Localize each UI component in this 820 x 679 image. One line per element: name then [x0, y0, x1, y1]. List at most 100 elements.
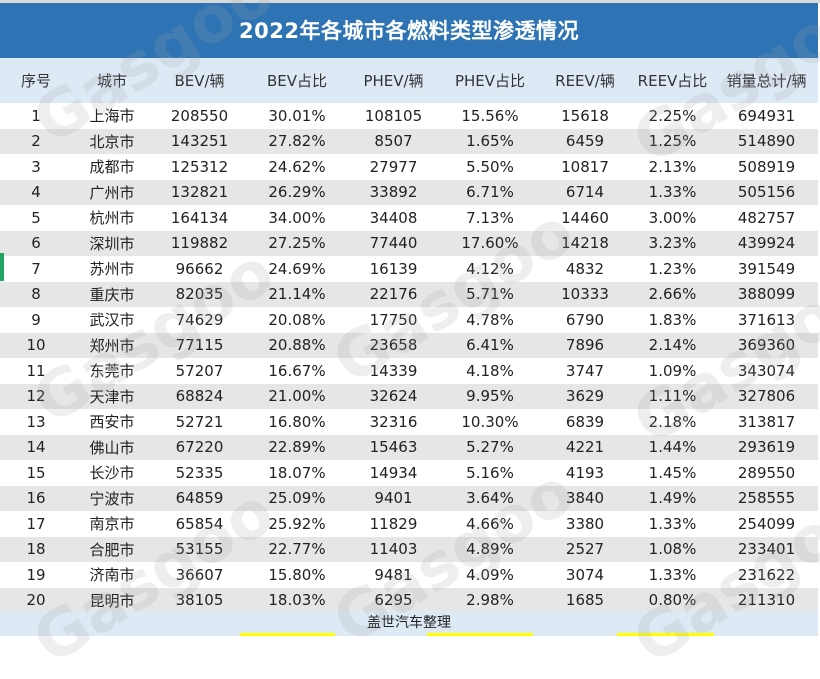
- table-cell[interactable]: 125312: [152, 154, 247, 180]
- table-cell[interactable]: 14: [0, 434, 72, 460]
- table-cell[interactable]: 11: [0, 358, 72, 384]
- table-cell[interactable]: 7: [0, 256, 72, 282]
- table-cell[interactable]: 482757: [715, 205, 818, 231]
- table-cell[interactable]: 17750: [347, 307, 440, 333]
- table-cell[interactable]: 15618: [540, 103, 630, 129]
- table-cell[interactable]: 289550: [715, 460, 818, 486]
- table-cell[interactable]: 16: [0, 485, 72, 511]
- table-cell[interactable]: 119882: [152, 230, 247, 256]
- table-cell[interactable]: 15463: [347, 434, 440, 460]
- table-cell[interactable]: 439924: [715, 230, 818, 256]
- table-cell[interactable]: 694931: [715, 103, 818, 129]
- table-cell[interactable]: 东莞市: [72, 358, 152, 384]
- table-cell[interactable]: 82035: [152, 281, 247, 307]
- table-cell[interactable]: 3: [0, 154, 72, 180]
- table-cell[interactable]: 4221: [540, 434, 630, 460]
- table-cell[interactable]: 9401: [347, 485, 440, 511]
- table-cell[interactable]: 6714: [540, 179, 630, 205]
- table-cell[interactable]: 上海市: [72, 103, 152, 129]
- table-cell[interactable]: 21.00%: [247, 383, 347, 409]
- table-cell[interactable]: 293619: [715, 434, 818, 460]
- table-cell[interactable]: 15.56%: [440, 103, 540, 129]
- table-cell[interactable]: 天津市: [72, 383, 152, 409]
- table-cell[interactable]: 52721: [152, 409, 247, 435]
- table-cell[interactable]: 10333: [540, 281, 630, 307]
- table-cell[interactable]: 7896: [540, 332, 630, 358]
- table-cell[interactable]: 254099: [715, 511, 818, 537]
- table-cell[interactable]: 38105: [152, 587, 247, 613]
- table-cell[interactable]: 10.30%: [440, 409, 540, 435]
- table-cell[interactable]: 长沙市: [72, 460, 152, 486]
- table-cell[interactable]: 233401: [715, 536, 818, 562]
- table-cell[interactable]: 11829: [347, 511, 440, 537]
- table-cell[interactable]: 9481: [347, 562, 440, 588]
- table-cell[interactable]: 20.88%: [247, 332, 347, 358]
- table-cell[interactable]: 4193: [540, 460, 630, 486]
- table-cell[interactable]: 17: [0, 511, 72, 537]
- table-cell[interactable]: 5.27%: [440, 434, 540, 460]
- table-cell[interactable]: 武汉市: [72, 307, 152, 333]
- table-cell[interactable]: 371613: [715, 307, 818, 333]
- table-cell[interactable]: 18.07%: [247, 460, 347, 486]
- table-cell[interactable]: 合肥市: [72, 536, 152, 562]
- table-cell[interactable]: 15: [0, 460, 72, 486]
- table-cell[interactable]: 1.09%: [630, 358, 715, 384]
- table-cell[interactable]: 20.08%: [247, 307, 347, 333]
- table-cell[interactable]: 388099: [715, 281, 818, 307]
- table-cell[interactable]: 16139: [347, 256, 440, 282]
- table-cell[interactable]: 3.64%: [440, 485, 540, 511]
- table-cell[interactable]: 0.80%: [630, 587, 715, 613]
- table-cell[interactable]: 65854: [152, 511, 247, 537]
- table-cell[interactable]: 6839: [540, 409, 630, 435]
- table-cell[interactable]: 杭州市: [72, 205, 152, 231]
- table-cell[interactable]: 25.09%: [247, 485, 347, 511]
- table-cell[interactable]: 5.50%: [440, 154, 540, 180]
- table-cell[interactable]: 2.25%: [630, 103, 715, 129]
- table-cell[interactable]: 64859: [152, 485, 247, 511]
- table-cell[interactable]: 74629: [152, 307, 247, 333]
- table-cell[interactable]: 10817: [540, 154, 630, 180]
- table-cell[interactable]: 18.03%: [247, 587, 347, 613]
- table-cell[interactable]: 68824: [152, 383, 247, 409]
- table-cell[interactable]: 143251: [152, 128, 247, 154]
- table-cell[interactable]: 10: [0, 332, 72, 358]
- table-cell[interactable]: 3074: [540, 562, 630, 588]
- table-cell[interactable]: 34.00%: [247, 205, 347, 231]
- table-cell[interactable]: 22176: [347, 281, 440, 307]
- table-cell[interactable]: 苏州市: [72, 256, 152, 282]
- table-cell[interactable]: 1.23%: [630, 256, 715, 282]
- table-cell[interactable]: 22.77%: [247, 536, 347, 562]
- table-cell[interactable]: 52335: [152, 460, 247, 486]
- table-cell[interactable]: 6459: [540, 128, 630, 154]
- table-cell[interactable]: 23658: [347, 332, 440, 358]
- table-cell[interactable]: 4.66%: [440, 511, 540, 537]
- table-cell[interactable]: 1.08%: [630, 536, 715, 562]
- table-cell[interactable]: 24.69%: [247, 256, 347, 282]
- table-cell[interactable]: 8507: [347, 128, 440, 154]
- table-cell[interactable]: 昆明市: [72, 587, 152, 613]
- table-cell[interactable]: 6: [0, 230, 72, 256]
- table-cell[interactable]: 2.18%: [630, 409, 715, 435]
- table-cell[interactable]: 231622: [715, 562, 818, 588]
- table-cell[interactable]: 6.71%: [440, 179, 540, 205]
- table-cell[interactable]: 77440: [347, 230, 440, 256]
- table-cell[interactable]: 514890: [715, 128, 818, 154]
- table-cell[interactable]: 16.80%: [247, 409, 347, 435]
- table-cell[interactable]: 宁波市: [72, 485, 152, 511]
- table-cell[interactable]: 25.92%: [247, 511, 347, 537]
- table-cell[interactable]: 12: [0, 383, 72, 409]
- table-cell[interactable]: 4: [0, 179, 72, 205]
- table-cell[interactable]: 4832: [540, 256, 630, 282]
- table-cell[interactable]: 1.33%: [630, 179, 715, 205]
- table-cell[interactable]: 深圳市: [72, 230, 152, 256]
- table-cell[interactable]: 16.67%: [247, 358, 347, 384]
- table-cell[interactable]: 18: [0, 536, 72, 562]
- table-cell[interactable]: 成都市: [72, 154, 152, 180]
- table-cell[interactable]: 14460: [540, 205, 630, 231]
- table-cell[interactable]: 4.89%: [440, 536, 540, 562]
- table-cell[interactable]: 36607: [152, 562, 247, 588]
- table-cell[interactable]: 广州市: [72, 179, 152, 205]
- table-cell[interactable]: 9: [0, 307, 72, 333]
- table-cell[interactable]: 3840: [540, 485, 630, 511]
- table-cell[interactable]: 77115: [152, 332, 247, 358]
